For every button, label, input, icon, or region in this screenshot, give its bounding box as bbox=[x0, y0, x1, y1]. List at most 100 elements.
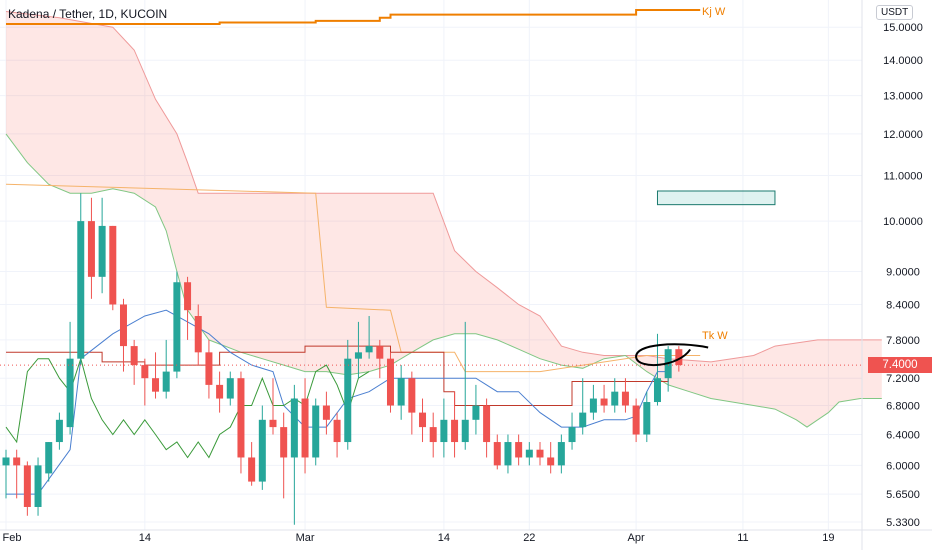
candle-body bbox=[675, 349, 683, 366]
candle-body bbox=[13, 457, 21, 466]
candle-body bbox=[536, 449, 544, 458]
candle-body bbox=[344, 358, 352, 443]
candle bbox=[119, 298, 127, 372]
candle bbox=[194, 304, 202, 366]
candle-body bbox=[109, 225, 117, 305]
candle bbox=[557, 434, 565, 474]
candle-body bbox=[611, 391, 619, 406]
y-tick-label: 11.0000 bbox=[884, 171, 923, 183]
candle-body bbox=[333, 419, 341, 443]
candle bbox=[483, 398, 491, 458]
y-tick-label: 9.0000 bbox=[886, 266, 920, 278]
candle-body bbox=[451, 419, 459, 443]
y-tick-label: 6.8000 bbox=[886, 401, 920, 413]
x-tick-label: 19 bbox=[822, 532, 834, 544]
candle bbox=[589, 384, 597, 420]
candle-body bbox=[312, 405, 320, 458]
senkou-span-b-line bbox=[5, 11, 882, 363]
candle bbox=[23, 461, 31, 516]
candle bbox=[45, 442, 53, 482]
y-tick-label: 15.0000 bbox=[883, 22, 923, 34]
y-tick-label: 5.3300 bbox=[886, 517, 920, 529]
currency-unit-button[interactable]: USDT bbox=[876, 5, 914, 20]
candle-body bbox=[515, 442, 523, 458]
candle-body bbox=[194, 316, 202, 353]
candle-body bbox=[386, 358, 394, 406]
candle-body bbox=[87, 221, 95, 277]
candle bbox=[173, 271, 181, 379]
x-tick-label: 14 bbox=[438, 532, 450, 544]
candle bbox=[205, 339, 213, 399]
y-tick-label: 5.6500 bbox=[886, 489, 920, 501]
candle-body bbox=[45, 442, 53, 474]
candle-body bbox=[248, 457, 256, 482]
x-tick-label: Feb bbox=[3, 532, 22, 544]
candle bbox=[344, 339, 352, 450]
candle bbox=[98, 197, 106, 294]
candle-body bbox=[589, 398, 597, 413]
senkou-span-a-line bbox=[5, 133, 882, 428]
candle-body bbox=[290, 398, 298, 458]
candle-body bbox=[258, 419, 266, 482]
candle bbox=[493, 434, 501, 470]
candle-body bbox=[376, 346, 384, 359]
candle bbox=[55, 412, 63, 450]
candle-body bbox=[322, 405, 330, 420]
candle-body bbox=[237, 378, 245, 458]
candle bbox=[547, 442, 555, 474]
candle-body bbox=[226, 378, 234, 399]
candle bbox=[280, 412, 288, 499]
candle bbox=[408, 371, 416, 435]
candle bbox=[525, 442, 533, 466]
candle-body bbox=[397, 378, 405, 406]
candle-body bbox=[643, 402, 651, 435]
y-tick-label: 12.0000 bbox=[883, 129, 923, 141]
candle-body bbox=[493, 442, 501, 466]
y-tick-label: 14.0000 bbox=[883, 55, 923, 67]
candle bbox=[152, 352, 160, 399]
weekly-kijun-label: Kj W bbox=[702, 6, 726, 18]
candle bbox=[66, 321, 74, 435]
candle-body bbox=[653, 378, 661, 403]
candle-body bbox=[98, 225, 106, 277]
y-tick-label: 8.4000 bbox=[886, 299, 920, 311]
candle bbox=[258, 405, 266, 490]
candle bbox=[536, 442, 544, 466]
candle-body bbox=[205, 352, 213, 385]
y-tick-label: 6.0000 bbox=[886, 460, 920, 472]
candle bbox=[386, 352, 394, 413]
candle bbox=[109, 225, 117, 311]
candle-body bbox=[354, 352, 362, 359]
y-tick-label: 10.0000 bbox=[883, 216, 923, 228]
candle-body bbox=[440, 419, 448, 443]
candle bbox=[579, 378, 587, 435]
candle bbox=[269, 378, 277, 435]
candle-body bbox=[483, 405, 491, 443]
candle-body bbox=[419, 412, 427, 428]
candle-body bbox=[568, 427, 576, 443]
candle-body bbox=[184, 282, 192, 311]
candle bbox=[322, 391, 330, 435]
candle-body bbox=[504, 442, 512, 466]
candle-body bbox=[429, 427, 437, 443]
candle bbox=[397, 365, 405, 420]
candle-body bbox=[632, 405, 640, 435]
candle bbox=[162, 339, 170, 399]
candle bbox=[77, 193, 85, 366]
candle bbox=[226, 371, 234, 406]
candle-body bbox=[269, 419, 277, 428]
last-price-tag: 7.4000 bbox=[868, 357, 932, 373]
x-tick-label: 22 bbox=[523, 532, 535, 544]
candle bbox=[611, 378, 619, 413]
candle bbox=[568, 412, 576, 450]
candle bbox=[515, 434, 523, 466]
candle-body bbox=[77, 221, 85, 359]
candle bbox=[472, 384, 480, 435]
hand-drawn-circle bbox=[635, 343, 709, 367]
y-tick-label: 7.8000 bbox=[886, 335, 920, 347]
candle bbox=[130, 339, 138, 385]
candle-body bbox=[162, 371, 170, 392]
candle-body bbox=[408, 378, 416, 413]
candle-body bbox=[280, 427, 288, 458]
